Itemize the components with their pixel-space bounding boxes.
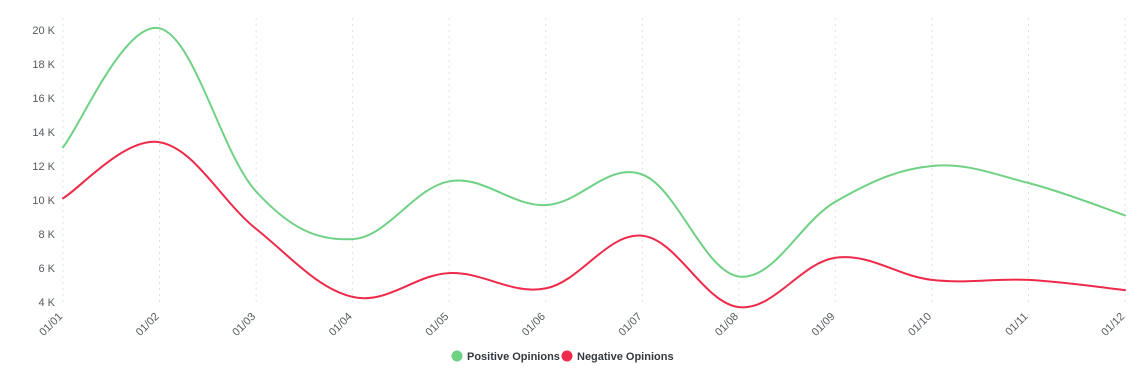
series-lines: [63, 28, 1125, 307]
x-tick-label: 01/01: [37, 311, 65, 339]
y-tick-label: 18 K: [32, 59, 55, 71]
legend-label: Negative Opinions: [577, 351, 674, 363]
x-tick-label: 01/03: [230, 311, 258, 339]
y-tick-label: 12 K: [32, 161, 55, 173]
legend-item[interactable]: Positive Opinions: [452, 351, 560, 364]
y-axis-ticks: 4 K 6 K 8 K 10 K 12 K 14 K 16 K 18 K 20 K: [32, 25, 55, 309]
legend-item[interactable]: Negative Opinions: [562, 351, 674, 364]
x-tick-label: 01/07: [616, 311, 644, 339]
series-positive-opinions: [63, 28, 1125, 277]
y-tick-label: 16 K: [32, 93, 55, 105]
y-tick-label: 20 K: [32, 25, 55, 37]
x-tick-label: 01/11: [1003, 311, 1030, 338]
x-tick-label: 01/05: [423, 311, 451, 339]
x-tick-label: 01/08: [713, 311, 741, 339]
x-tick-label: 01/06: [520, 311, 548, 339]
legend-marker: [452, 351, 463, 362]
legend: Positive Opinions Negative Opinions: [452, 351, 674, 364]
x-tick-label: 01/12: [1099, 311, 1127, 339]
y-tick-label: 14 K: [32, 127, 55, 139]
x-tick-label: 01/04: [327, 311, 355, 339]
legend-marker: [562, 351, 573, 362]
x-tick-label: 01/02: [134, 311, 162, 339]
x-tick-label: 01/09: [810, 311, 838, 339]
y-tick-label: 8 K: [38, 229, 55, 241]
legend-label: Positive Opinions: [467, 351, 560, 363]
y-tick-label: 6 K: [38, 263, 55, 275]
series-line: [63, 28, 1125, 277]
y-tick-label: 4 K: [38, 297, 55, 309]
x-axis-ticks: 01/01 01/02 01/03 01/04 01/05 01/06 01/07 01/08…: [37, 311, 1127, 339]
y-tick-label: 10 K: [32, 195, 55, 207]
x-tick-label: 01/10: [906, 311, 934, 339]
